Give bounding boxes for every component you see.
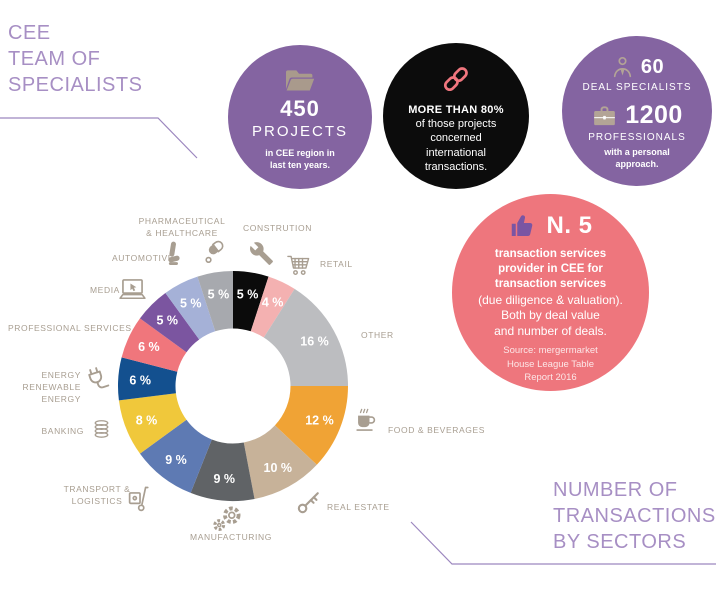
sector-label-energy: ENERGY RENEWABLE ENERGY [22, 370, 81, 404]
chart-title: NUMBER OF TRANSACTIONS BY SECTORS [553, 479, 716, 553]
ranking-source-text: Source: mergermarket House League Table … [503, 345, 598, 383]
pill-icon [205, 240, 224, 264]
donut-value-label-1: 4 % [262, 295, 284, 309]
decor-line-top-left [0, 117, 198, 159]
donut-slice-4 [243, 425, 317, 499]
ranking-bold-text: transaction services provider in CEE for… [494, 248, 607, 291]
donut-value-label-12: 5 % [208, 288, 230, 302]
donut-slice-12 [197, 271, 233, 332]
car-seat-icon [168, 241, 180, 265]
donut-value-label-6: 9 % [165, 453, 187, 467]
sector-label-media: MEDIA [90, 285, 120, 295]
donut-value-label-3: 12 % [305, 414, 334, 428]
deal-specialists-label: DEAL SPECIALISTS [582, 82, 692, 93]
donut-slice-5 [190, 439, 255, 501]
ranking-normal-text: (due diligence & valuation). Both by dea… [478, 292, 623, 338]
thumbs-up-icon [512, 215, 533, 237]
key-icon [297, 492, 319, 514]
decor-line-bottom-right [410, 521, 716, 565]
donut-value-label-4: 10 % [264, 461, 293, 475]
chain-link-icon [443, 67, 468, 92]
donut-value-label-2: 16 % [300, 335, 329, 349]
sector-label-other: OTHER [361, 330, 394, 340]
donut-value-label-10: 5 % [156, 314, 178, 328]
donut-slice-1 [250, 276, 295, 338]
donut-slice-8 [118, 357, 178, 401]
donut-slice-7 [118, 393, 187, 454]
sector-label-automotive: AUTOMOTIVE [112, 253, 175, 263]
briefcase-icon [594, 106, 616, 126]
sector-label-manufacturing: MANUFACTURING [190, 532, 272, 542]
donut-chart: 5 %4 %16 %12 %10 %9 %9 %8 %6 %6 %5 %5 %5… [118, 271, 348, 501]
gears-icon [213, 506, 241, 532]
laptop-icon [119, 279, 146, 300]
donut-slice-10 [139, 292, 200, 353]
ranking-number: N. 5 [546, 212, 593, 239]
sector-label-construction: CONSTRUTION [243, 223, 312, 233]
sector-label-professional-services: PROFESSIONAL SERVICES [8, 323, 132, 333]
sector-label-food-beverages: FOOD & BEVERAGES [388, 425, 485, 435]
professionals-number: 1200 [625, 101, 683, 129]
hand-truck-icon [128, 486, 149, 512]
stat-ranking-circle: N. 5 transaction services provider in CE… [452, 194, 649, 391]
sector-label-banking: BANKING [41, 426, 84, 436]
international-body: of those projects concerned internationa… [415, 118, 497, 173]
professionals-label: PROFESSIONALS [588, 132, 686, 143]
donut-value-label-11: 5 % [180, 297, 202, 311]
projects-subtext: in CEE region in last ten years. [265, 148, 335, 171]
shopping-cart-icon [287, 255, 310, 275]
coins-icon [94, 420, 109, 438]
donut-slice-9 [121, 318, 187, 372]
folder-icon [286, 70, 315, 91]
donut-slice-3 [274, 386, 348, 465]
professionals-subtext: with a personal approach. [604, 147, 670, 169]
sector-label-pharmaceutical: PHARMACEUTICAL & HEALTHCARE [138, 216, 226, 238]
donut-slice-6 [139, 419, 212, 493]
donut-value-label-7: 8 % [136, 414, 158, 428]
stat-team-circle: 60 DEAL SPECIALISTS 1200 PROFESSIONALS w… [562, 36, 712, 186]
sector-label-retail: RETAIL [320, 259, 353, 269]
stat-international-circle: MORE THAN 80% of those projects concerne… [383, 43, 529, 189]
donut-slice-2 [263, 288, 348, 386]
international-headline: MORE THAN 80% [408, 104, 504, 116]
projects-number: 450 [280, 96, 320, 121]
sector-label-real-estate: REAL ESTATE [327, 502, 390, 512]
donut-value-label-9: 6 % [138, 340, 160, 354]
plug-icon [88, 367, 110, 389]
donut-value-label-5: 9 % [213, 472, 235, 486]
donut-slice-11 [165, 276, 216, 340]
person-icon [613, 56, 632, 78]
projects-label: PROJECTS [251, 123, 348, 140]
deal-specialists-number: 60 [640, 56, 665, 78]
sector-label-transport-logistics: TRANSPORT & LOGISTICS [63, 484, 131, 506]
page-title: CEE TEAM OF SPECIALISTS [8, 22, 143, 96]
donut-slice-0 [233, 271, 269, 332]
donut-value-label-0: 5 % [237, 288, 259, 302]
stat-projects-circle: 450 PROJECTS in CEE region in last ten y… [228, 45, 372, 189]
coffee-cup-icon [356, 408, 376, 431]
donut-value-label-8: 6 % [129, 374, 151, 388]
wrench-icon [249, 242, 273, 265]
